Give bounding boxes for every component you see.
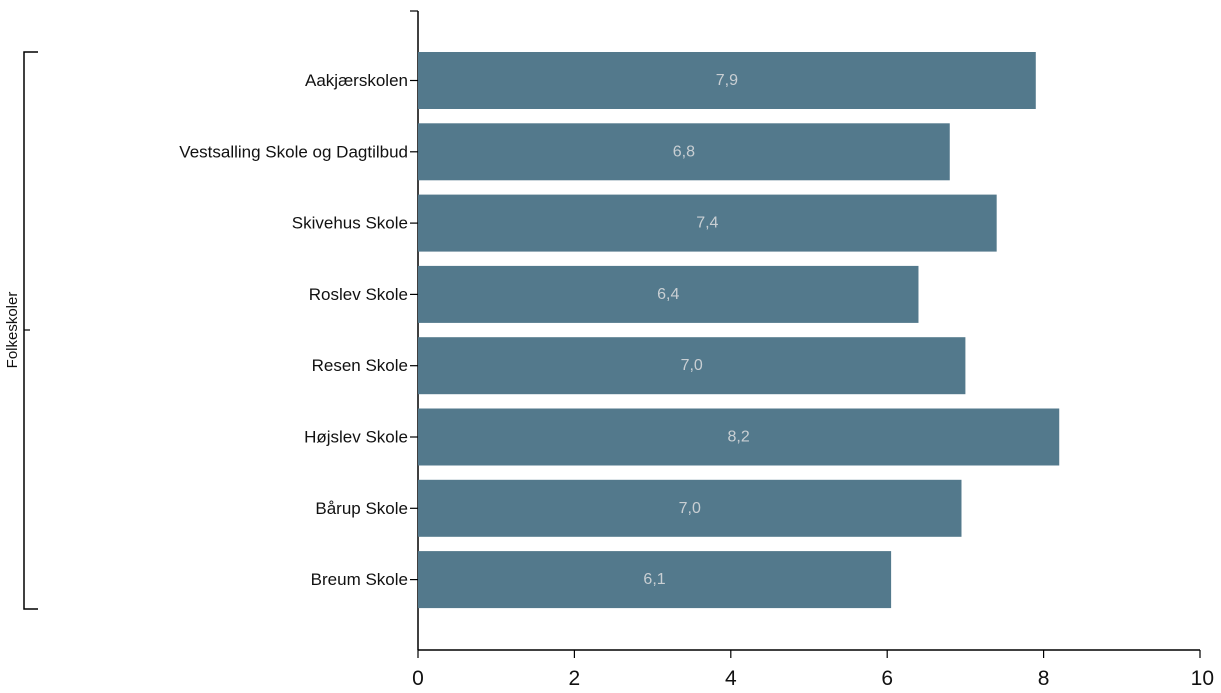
category-label: Breum Skole [311,570,408,589]
x-tick-label: 0 [412,667,424,690]
x-tick-label: 6 [881,667,893,690]
bar [418,337,966,395]
bar [418,551,892,609]
x-tick-label: 10 [1191,667,1214,690]
group-bracket [23,51,38,610]
bars-group: 7,9 6,8 7,4 6,4 7,0 8,2 7,0 6,1 [418,52,1060,609]
group-label: Folkeskoler [4,292,21,369]
bar [418,479,962,537]
bar [418,52,1036,109]
category-label: Bårup Skole [315,499,408,518]
x-tick-label: 4 [725,667,737,690]
bar-value-label: 6,4 [657,286,679,303]
bar-value-label: 7,0 [681,357,703,374]
bar [418,194,997,252]
category-label: Roslev Skole [309,285,408,304]
bar [418,265,919,323]
bar-value-label: 7,4 [696,215,718,232]
category-label: Højslev Skole [304,428,408,447]
bar-value-label: 6,8 [673,143,695,160]
bar-value-label: 7,9 [716,72,738,89]
bar-value-label: 6,1 [643,571,665,588]
category-label: Skivehus Skole [292,214,408,233]
x-tick-label: 2 [569,667,581,690]
category-labels-group: Aakjærskolen Vestsalling Skole og Dagtilb… [179,71,418,589]
bar-value-label: 8,2 [727,429,749,446]
category-label: Vestsalling Skole og Dagtilbud [179,142,408,161]
x-ticks-group: 0 2 4 6 8 10 [412,650,1214,690]
x-tick-label: 8 [1038,667,1050,690]
category-label: Aakjærskolen [305,71,408,90]
bar [418,408,1060,466]
category-label: Resen Skole [312,356,408,375]
bar-value-label: 7,0 [679,500,701,517]
bar [418,123,950,181]
